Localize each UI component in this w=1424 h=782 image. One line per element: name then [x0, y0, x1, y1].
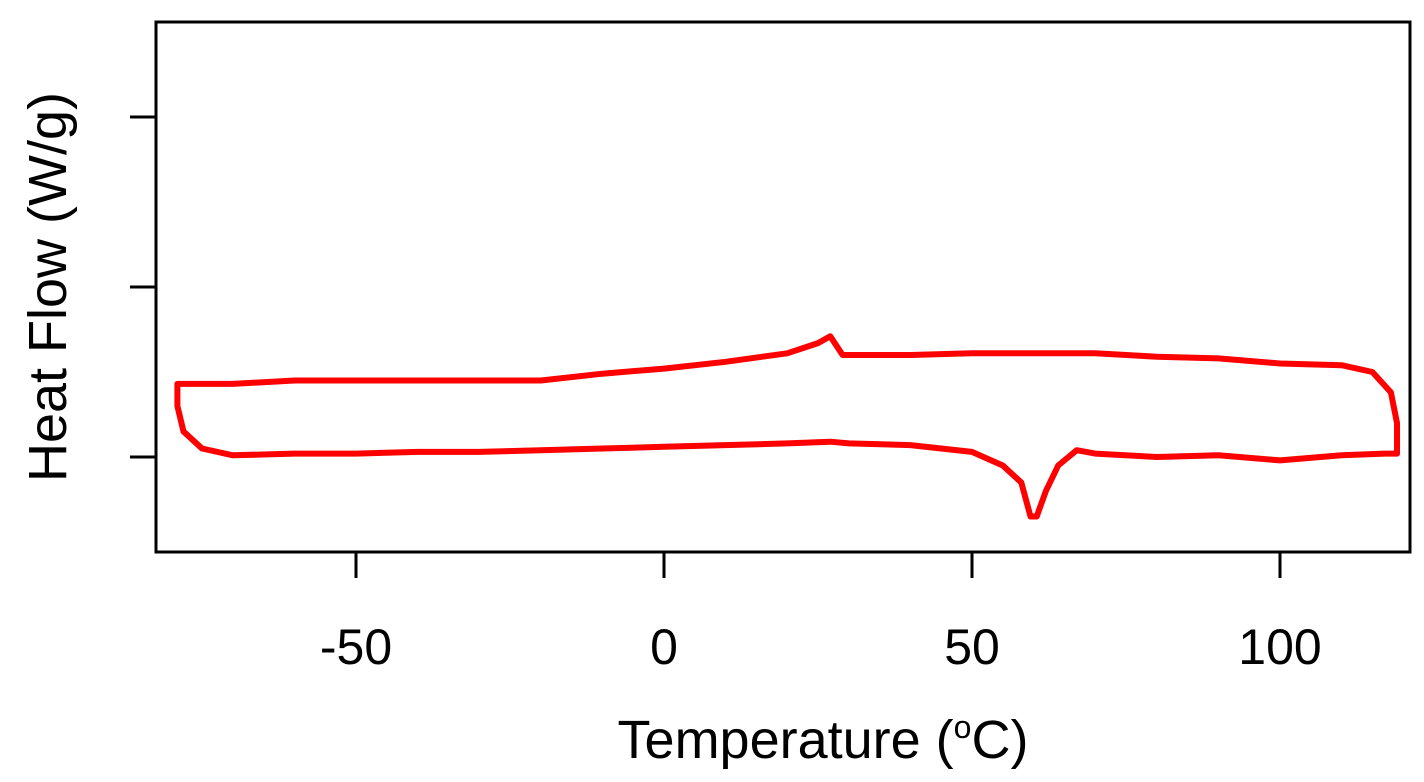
axis-labels: Temperature (oC) Heat Flow (W/g): [18, 92, 1028, 770]
x-axis-label-unit: C): [971, 710, 1028, 770]
y-axis-label: Heat Flow (W/g): [18, 92, 78, 482]
axis-ticks: -50 0 50 100: [130, 115, 1322, 675]
x-axis-label: Temperature (oC): [618, 709, 1029, 770]
series-line-0: [174, 333, 1400, 520]
x-tick-label-2: 50: [944, 619, 1000, 675]
plot-area: [154, 20, 1412, 554]
x-axis-label-text: Temperature (: [618, 710, 954, 770]
x-axis-label-degree: o: [954, 709, 972, 745]
plot-frame: [154, 20, 1412, 554]
x-tick-label-0: -50: [320, 619, 392, 675]
series-layer: [174, 333, 1400, 520]
x-tick-label-3: 100: [1238, 619, 1321, 675]
x-tick-label-1: 0: [650, 619, 678, 675]
